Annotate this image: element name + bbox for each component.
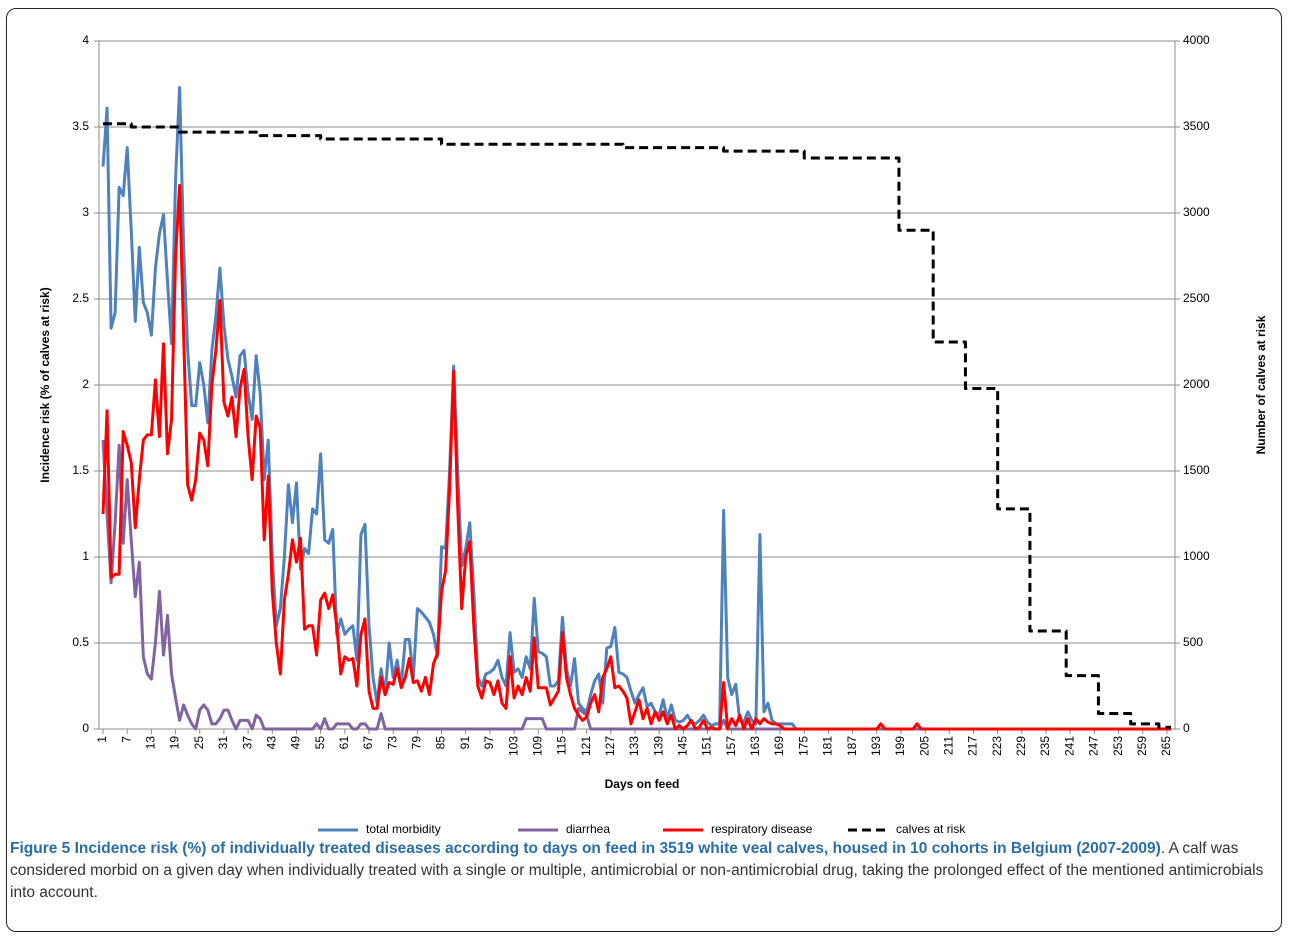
series-line (101, 439, 1171, 731)
y2-axis-label: Number of calves at risk (1254, 315, 1268, 454)
x-tick-label: 235 (1038, 736, 1052, 756)
x-tick-label: 109 (530, 736, 544, 756)
x-tick-label: 31 (216, 736, 230, 750)
y-tick-label: 1.5 (72, 463, 89, 477)
x-axis-label: Days on feed (605, 777, 680, 791)
x-tick-label: 97 (482, 736, 496, 750)
y-tick-label: 3 (82, 205, 89, 219)
series-line (101, 85, 1171, 731)
y2-tick-label: 2000 (1183, 377, 1210, 391)
x-tick-label: 229 (1014, 736, 1028, 756)
x-tick-label: 19 (168, 736, 182, 750)
x-tick-label: 1 (95, 736, 109, 743)
x-tick-label: 265 (1159, 736, 1173, 756)
x-tick-label: 85 (434, 736, 448, 750)
x-tick-label: 55 (313, 736, 327, 750)
x-tick-label: 13 (144, 736, 158, 750)
y-tick-label: 2.5 (72, 291, 89, 305)
y-tick-label: 2 (82, 377, 89, 391)
y-tick-label: 0.5 (72, 635, 89, 649)
caption-text: . A calf was considered morbid on a give… (10, 840, 1264, 901)
chart: Days on feed Incidence risk (% of calves… (38, 33, 1268, 791)
x-tick-label: 79 (410, 736, 424, 750)
legend-label: respiratory disease (711, 822, 813, 836)
x-tick-label: 247 (1087, 736, 1101, 756)
x-tick-label: 25 (192, 736, 206, 750)
y2-tick-label: 500 (1183, 635, 1203, 649)
x-tick-label: 49 (289, 736, 303, 750)
y2-tick-label: 0 (1183, 721, 1190, 735)
x-tick-label: 253 (1111, 736, 1125, 756)
x-tick-label: 241 (1062, 736, 1076, 756)
x-tick-label: 205 (917, 736, 931, 756)
x-tick-label: 127 (603, 736, 617, 756)
caption: Figure 5 Incidence risk (%) of individua… (10, 838, 1276, 904)
x-tick-label: 223 (990, 736, 1004, 756)
series-line (103, 122, 1171, 729)
y2-tick-label: 1500 (1183, 463, 1210, 477)
figure-frame (6, 8, 1282, 932)
legend-label: total morbidity (366, 822, 441, 836)
y-tick-label: 4 (82, 33, 89, 47)
y2-tick-label: 1000 (1183, 549, 1210, 563)
x-tick-label: 175 (796, 736, 810, 756)
x-tick-label: 139 (651, 736, 665, 756)
x-tick-label: 169 (772, 736, 786, 756)
x-tick-label: 115 (555, 736, 569, 755)
legend-label: diarrhea (566, 822, 610, 836)
x-tick-label: 133 (627, 736, 641, 756)
x-tick-label: 7 (119, 736, 133, 743)
x-tick-label: 121 (579, 736, 593, 756)
x-tick-label: 145 (676, 736, 690, 756)
y2-tick-label: 3000 (1183, 205, 1210, 219)
x-tick-label: 199 (893, 736, 907, 756)
caption-bold: Figure 5 Incidence risk (%) of individua… (10, 840, 1161, 857)
x-tick-label: 193 (869, 736, 883, 756)
y-tick-label: 3.5 (72, 119, 89, 133)
x-tick-label: 181 (821, 736, 835, 756)
x-tick-label: 91 (458, 736, 472, 750)
x-tick-label: 211 (941, 736, 955, 755)
x-tick-label: 73 (385, 736, 399, 750)
y2-tick-label: 3500 (1183, 119, 1210, 133)
x-tick-label: 187 (845, 736, 859, 756)
x-tick-label: 217 (966, 736, 980, 756)
x-tick-label: 103 (506, 736, 520, 756)
legend-label: calves at risk (896, 822, 966, 836)
x-tick-label: 37 (240, 736, 254, 750)
legend: total morbidity diarrhea respiratory disea… (318, 822, 966, 836)
x-tick-label: 67 (361, 736, 375, 750)
y-tick-label: 0 (82, 721, 89, 735)
x-tick-label: 259 (1135, 736, 1149, 756)
x-tick-label: 163 (748, 736, 762, 756)
x-tick-label: 157 (724, 736, 738, 756)
x-tick-label: 151 (700, 736, 714, 756)
y2-tick-label: 2500 (1183, 291, 1210, 305)
x-tick-label: 61 (337, 736, 351, 750)
y2-tick-label: 4000 (1183, 33, 1210, 47)
y-axis-label: Incidence risk (% of calves at risk) (38, 287, 52, 482)
y-tick-label: 1 (82, 549, 89, 563)
series-line (101, 183, 1171, 731)
x-tick-label: 43 (264, 736, 278, 750)
